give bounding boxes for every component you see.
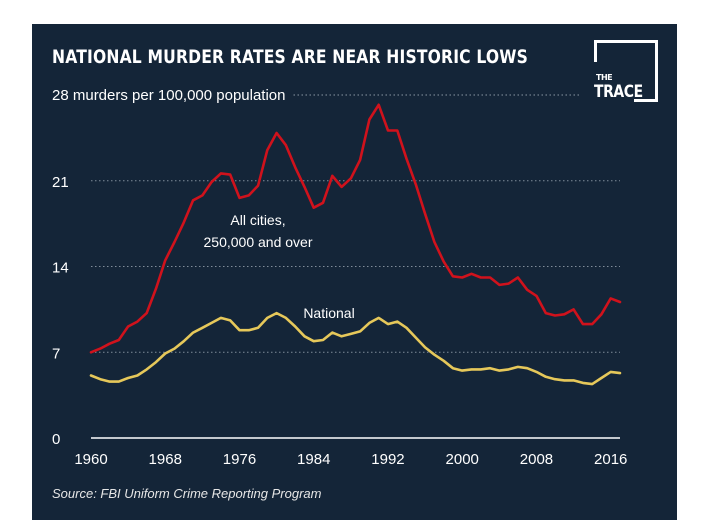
y-tick-label-7: 7 [52,345,60,362]
annotation-national: National [303,305,354,321]
y-tick-label-0: 0 [52,431,60,448]
x-tick-label-1976: 1976 [223,451,256,468]
annotation-all-cities-line1: All cities, [230,212,285,228]
chart-card: 0 7 14 21 1960 1968 1976 1984 1992 2000 2008 2016 … [32,24,677,520]
annotations: All cities, 250,000 and over National [204,212,355,321]
the-trace-logo: THE TRACE [594,40,658,102]
x-tick-label-2016: 2016 [594,451,627,468]
series-line-all-cities [89,103,622,354]
annotation-all-cities-line2: 250,000 and over [204,234,313,250]
x-tick-label-1968: 1968 [149,451,182,468]
y-tick-label-14: 14 [52,260,69,277]
chart-title: NATIONAL MURDER RATES ARE NEAR HISTORIC … [52,46,529,68]
x-tick-label-1984: 1984 [297,451,330,468]
grid-lines [91,180,620,353]
series-lines [89,103,622,386]
logo-text-trace: TRACE [594,82,643,102]
x-tick-label-1960: 1960 [74,451,107,468]
y-tick-labels: 0 7 14 21 [52,174,69,448]
x-tick-label-2000: 2000 [446,451,479,468]
logo-text-the: THE [596,73,613,82]
x-tick-label-2008: 2008 [520,451,553,468]
source-note: Source: FBI Uniform Crime Reporting Prog… [52,486,322,501]
x-tick-labels: 1960 1968 1976 1984 1992 2000 2008 2016 [74,451,627,468]
y-axis-label: 28 murders per 100,000 population [52,87,286,104]
y-tick-label-21: 21 [52,174,69,191]
x-tick-label-1992: 1992 [371,451,404,468]
series-line-national [89,311,622,386]
